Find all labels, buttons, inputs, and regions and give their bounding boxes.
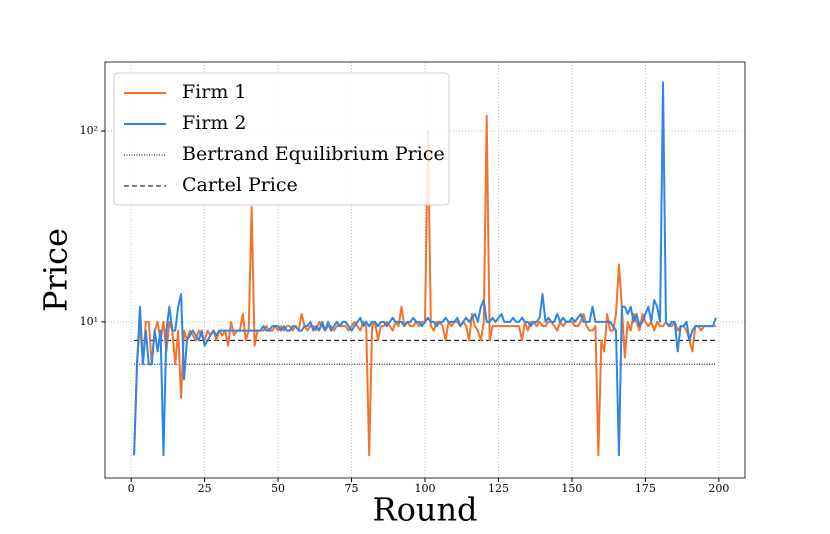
plot-frame (104, 61, 746, 479)
y-tick-label: 10² (80, 124, 98, 137)
x-tick-label: 175 (635, 482, 656, 495)
x-tick-label: 50 (271, 482, 285, 495)
x-tick-label: 200 (708, 482, 729, 495)
x-tick-label: 125 (488, 482, 509, 495)
legend-label: Firm 2 (182, 112, 247, 134)
x-tick-label: 25 (198, 482, 212, 495)
y-tick-label: 10¹ (80, 315, 98, 328)
legend-label: Bertrand Equilibrium Price (182, 143, 445, 165)
x-tick-label: 75 (345, 482, 359, 495)
legend-label: Firm 1 (182, 81, 247, 103)
x-tick-label: 150 (561, 482, 582, 495)
y-axis-label: Price (37, 228, 75, 312)
legend-box (113, 72, 450, 206)
x-tick-label: 0 (128, 482, 135, 495)
x-tick-label: 100 (415, 482, 436, 495)
legend-label: Cartel Price (182, 174, 298, 196)
series-line (133, 81, 717, 457)
x-axis-label: Round (372, 491, 477, 529)
